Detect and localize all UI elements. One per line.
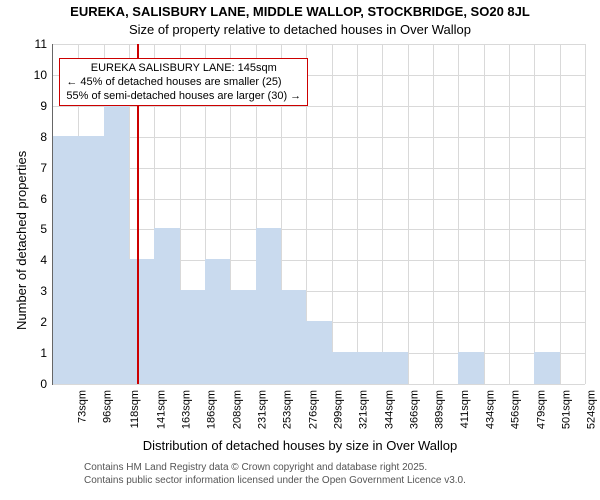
x-tick-label: 344sqm xyxy=(383,390,395,429)
x-tick-label: 118sqm xyxy=(129,390,141,428)
plot-area: 0123456789101173sqm96sqm118sqm141sqm163s… xyxy=(52,44,585,385)
bar xyxy=(458,352,483,384)
annotation-box: EUREKA SALISBURY LANE: 145sqm← 45% of de… xyxy=(59,58,308,107)
x-tick-label: 276sqm xyxy=(307,390,319,429)
y-tick-label: 10 xyxy=(34,68,47,82)
bar xyxy=(534,352,559,384)
y-tick-label: 2 xyxy=(40,315,47,329)
footnote-line-2: Contains public sector information licen… xyxy=(84,475,466,488)
y-tick-label: 4 xyxy=(40,253,47,267)
x-tick-label: 186sqm xyxy=(206,390,218,429)
gridline-v xyxy=(433,44,434,384)
gridline-h xyxy=(53,384,585,385)
chart-subtitle: Size of property relative to detached ho… xyxy=(0,22,600,37)
chart-title: EUREKA, SALISBURY LANE, MIDDLE WALLOP, S… xyxy=(0,4,600,19)
x-tick-label: 524sqm xyxy=(586,390,598,429)
gridline-v xyxy=(382,44,383,384)
bar xyxy=(357,352,382,384)
gridline-v xyxy=(585,44,586,384)
bar xyxy=(53,136,78,384)
x-tick-label: 163sqm xyxy=(181,390,193,429)
bar xyxy=(306,321,331,384)
bar xyxy=(180,290,205,384)
footnote-line-1: Contains HM Land Registry data © Crown c… xyxy=(84,462,466,475)
bar xyxy=(78,136,103,384)
x-tick-label: 141sqm xyxy=(155,390,167,429)
bar xyxy=(230,290,255,384)
y-tick-label: 5 xyxy=(40,222,47,236)
x-tick-label: 501sqm xyxy=(561,390,573,429)
bar xyxy=(205,259,230,384)
footnote: Contains HM Land Registry data © Crown c… xyxy=(84,462,466,487)
y-tick-label: 6 xyxy=(40,192,47,206)
gridline-v xyxy=(332,44,333,384)
y-tick-label: 1 xyxy=(40,346,47,360)
y-axis-label: Number of detached properties xyxy=(14,151,29,330)
annotation-line-2: ← 45% of detached houses are smaller (25… xyxy=(66,75,301,89)
bar xyxy=(104,105,129,384)
x-tick-label: 411sqm xyxy=(459,390,471,428)
gridline-v xyxy=(357,44,358,384)
y-tick-label: 9 xyxy=(40,99,47,113)
x-axis-label: Distribution of detached houses by size … xyxy=(0,438,600,453)
x-tick-label: 366sqm xyxy=(409,390,421,429)
bar xyxy=(256,228,281,384)
annotation-line-1: EUREKA SALISBURY LANE: 145sqm xyxy=(66,61,301,75)
x-tick-label: 231sqm xyxy=(257,390,269,429)
y-tick-label: 8 xyxy=(40,130,47,144)
gridline-h xyxy=(53,44,585,45)
gridline-h xyxy=(53,168,585,169)
gridline-h xyxy=(53,137,585,138)
gridline-v xyxy=(509,44,510,384)
y-tick-label: 0 xyxy=(40,377,47,391)
y-tick-label: 11 xyxy=(35,37,47,51)
x-tick-label: 434sqm xyxy=(485,390,497,429)
gridline-v xyxy=(560,44,561,384)
x-tick-label: 321sqm xyxy=(358,390,370,429)
chart-container: EUREKA, SALISBURY LANE, MIDDLE WALLOP, S… xyxy=(0,0,600,500)
bar xyxy=(281,290,306,384)
annotation-line-3: 55% of semi-detached houses are larger (… xyxy=(66,89,301,103)
gridline-h xyxy=(53,199,585,200)
y-tick-label: 7 xyxy=(40,161,47,175)
bar xyxy=(154,228,179,384)
x-tick-label: 73sqm xyxy=(76,390,88,423)
x-tick-label: 253sqm xyxy=(282,390,294,429)
gridline-h xyxy=(53,229,585,230)
x-tick-label: 96sqm xyxy=(102,390,114,423)
x-tick-label: 299sqm xyxy=(333,390,345,429)
x-tick-label: 456sqm xyxy=(510,390,522,429)
gridline-v xyxy=(458,44,459,384)
x-tick-label: 389sqm xyxy=(434,390,446,429)
bar xyxy=(332,352,357,384)
x-tick-label: 479sqm xyxy=(535,390,547,429)
gridline-v xyxy=(484,44,485,384)
bar xyxy=(129,259,154,384)
x-tick-label: 208sqm xyxy=(231,390,243,429)
gridline-v xyxy=(408,44,409,384)
gridline-v xyxy=(534,44,535,384)
bar xyxy=(382,352,407,384)
y-tick-label: 3 xyxy=(40,284,47,298)
